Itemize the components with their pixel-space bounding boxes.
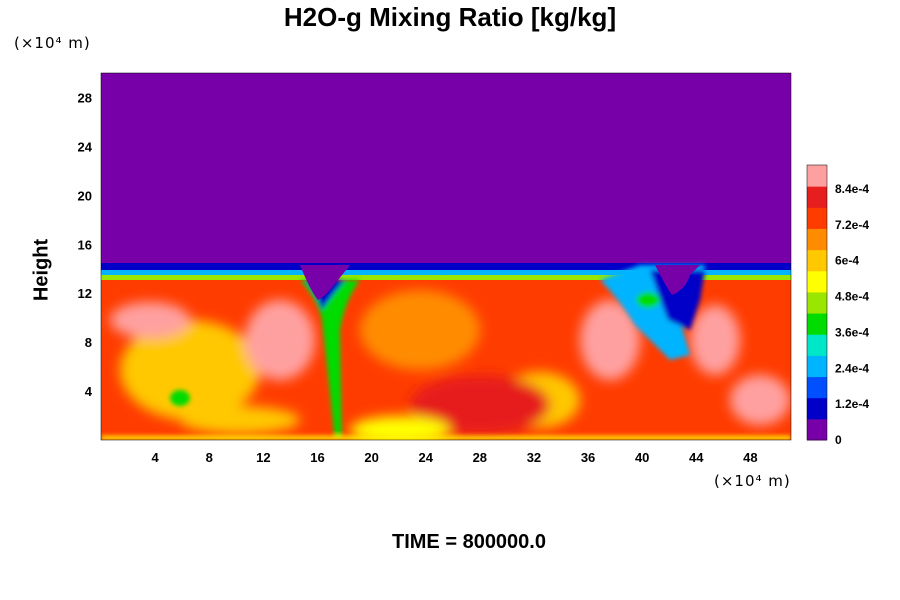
dry-plume <box>300 280 360 440</box>
colorbar-segment <box>807 249 827 272</box>
x-tick-label: 44 <box>689 450 704 465</box>
surface-band <box>101 436 791 440</box>
boundary-band-cyan <box>101 270 791 276</box>
dry-notch <box>655 265 700 295</box>
colorbar-tick-label: 1.2e-4 <box>835 397 869 411</box>
y-tick-label: 20 <box>78 188 92 203</box>
y-tick-label: 16 <box>78 237 92 252</box>
x-tick-label: 16 <box>310 450 324 465</box>
colorbar-tick-label: 6e-4 <box>835 254 859 268</box>
warm-blob <box>360 290 480 370</box>
moist-structures <box>110 290 790 440</box>
y-axis-ticks: 4 8 12 16 20 24 28 <box>78 90 93 399</box>
y-axis-unit: (×10⁴ m) <box>14 34 91 52</box>
warm-blob <box>350 416 450 440</box>
dry-notch <box>300 265 350 300</box>
x-tick-label: 20 <box>364 450 378 465</box>
colorbar-tick-label: 4.8e-4 <box>835 290 869 304</box>
saturated-blob <box>690 305 740 375</box>
colorbar-segment <box>807 418 827 441</box>
x-tick-label: 4 <box>152 450 160 465</box>
y-tick-label: 8 <box>85 335 92 350</box>
colorbar-segment <box>807 397 827 420</box>
x-tick-label: 8 <box>206 450 213 465</box>
x-tick-label: 12 <box>256 450 270 465</box>
x-tick-label: 48 <box>743 450 757 465</box>
colorbar-tick-label: 7.2e-4 <box>835 218 869 232</box>
saturated-blob <box>245 300 315 380</box>
y-tick-label: 24 <box>78 139 93 154</box>
dry-blob <box>170 390 190 406</box>
moist-blob <box>410 375 550 435</box>
x-tick-label: 28 <box>473 450 487 465</box>
warm-blob <box>180 406 300 434</box>
colorbar-segment <box>807 165 827 187</box>
colorbar-segment <box>807 207 827 229</box>
colorbar-tick-label: 8.4e-4 <box>835 182 869 196</box>
heatmap-field <box>101 73 791 440</box>
colorbar-frame <box>806 164 828 441</box>
colorbar-tick-label: 2.4e-4 <box>835 361 869 375</box>
colorbar-segment <box>807 270 827 293</box>
boundary-band-green <box>101 275 791 281</box>
saturated-blob <box>110 302 190 338</box>
dry-blob <box>636 292 660 308</box>
boundary-band-blue <box>101 263 791 273</box>
x-tick-label: 36 <box>581 450 595 465</box>
saturated-blob <box>730 375 790 425</box>
x-tick-label: 24 <box>418 450 433 465</box>
y-tick-label: 4 <box>85 384 93 399</box>
x-tick-label: 40 <box>635 450 649 465</box>
x-axis-ticks: 4 8 12 16 20 24 28 32 36 40 44 48 <box>152 450 758 465</box>
colorbar-segment <box>807 334 827 356</box>
x-axis-unit: (×10⁴ m) <box>714 472 791 490</box>
dry-plume <box>650 270 705 330</box>
warm-blob <box>120 320 260 420</box>
plot-frame <box>100 72 792 441</box>
saturated-blob <box>580 300 640 380</box>
colorbar: 0 1.2e-4 2.4e-4 3.6e-4 4.8e-4 6e-4 7.2e-4 8.4e-… <box>806 164 869 447</box>
colorbar-segment <box>807 313 827 335</box>
colorbar-segment <box>807 376 827 399</box>
colorbar-segment <box>807 291 827 314</box>
colorbar-segment <box>807 186 827 208</box>
y-tick-label: 28 <box>78 90 92 105</box>
colorbar-tick-label: 0 <box>835 433 842 447</box>
chart-title: H2O-g Mixing Ratio [kg/kg] <box>283 2 617 32</box>
colorbar-tick-label: 3.6e-4 <box>835 325 869 339</box>
time-label: TIME = 800000.0 <box>392 531 546 553</box>
y-tick-label: 12 <box>78 286 92 301</box>
colorbar-segment <box>807 228 827 251</box>
x-tick-label: 32 <box>527 450 541 465</box>
colorbar-segment <box>807 355 827 378</box>
